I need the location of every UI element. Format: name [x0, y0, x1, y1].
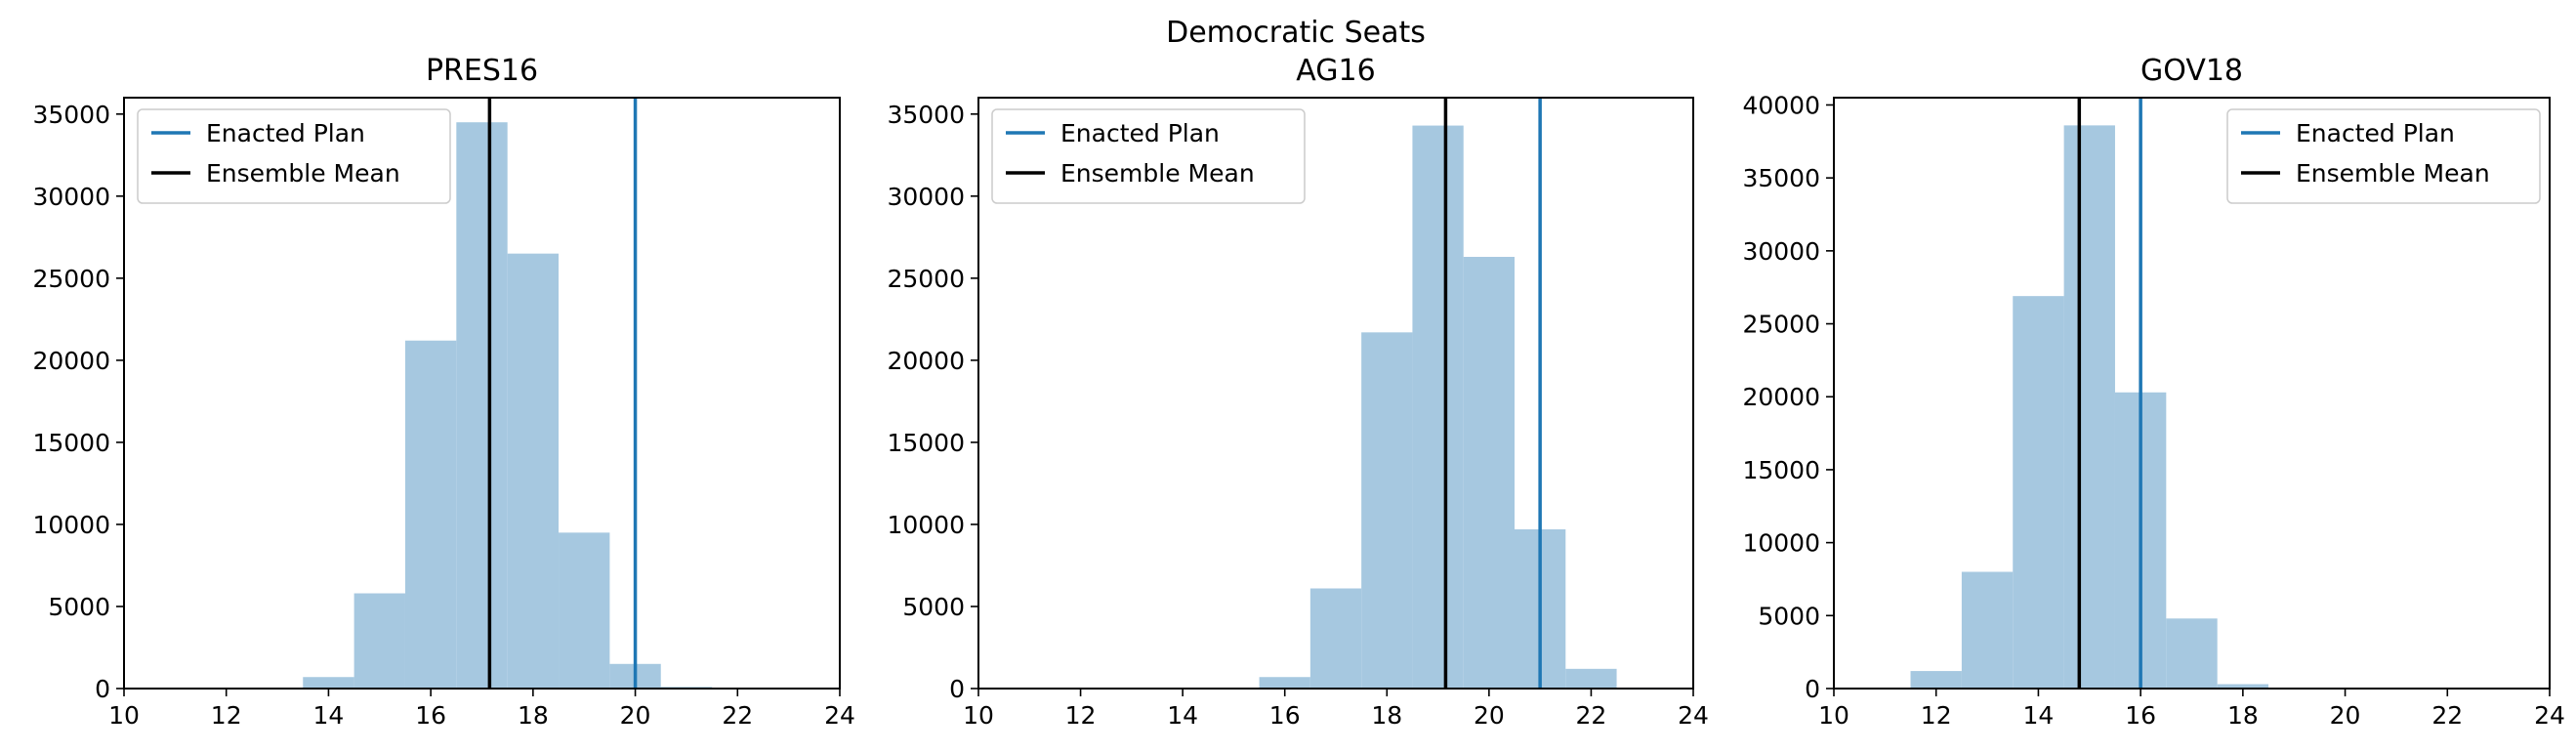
subplot-title: AG16 — [1296, 54, 1375, 88]
x-tick-label: 24 — [824, 701, 855, 730]
histogram-bar — [1463, 257, 1515, 689]
legend-box — [137, 108, 451, 204]
histogram-bar — [1412, 125, 1464, 689]
legend-enacted-plan-label: Enacted Plan — [1060, 119, 1220, 147]
histogram-bar — [1565, 668, 1617, 689]
legend-ensemble-mean-label: Ensemble Mean — [1060, 159, 1255, 188]
y-tick-label: 15000 — [887, 429, 965, 457]
histogram-bar — [404, 340, 457, 689]
legend-enacted-plan-label: Enacted Plan — [2296, 119, 2455, 147]
histogram-bar — [559, 532, 610, 689]
legend-ensemble-mean-label: Ensemble Mean — [2296, 159, 2490, 188]
x-tick-label: 16 — [1269, 701, 1301, 730]
x-tick-label: 10 — [1818, 701, 1849, 730]
legend-box — [991, 108, 1306, 204]
histogram-bar — [2217, 684, 2269, 689]
histogram-bar — [2063, 125, 2115, 690]
x-tick-label: 12 — [1921, 701, 1952, 730]
y-tick-label: 20000 — [887, 347, 965, 375]
y-tick-label: 0 — [95, 675, 110, 703]
x-tick-label: 22 — [2431, 701, 2463, 730]
x-tick-label: 10 — [108, 701, 140, 730]
y-tick-label: 40000 — [1742, 91, 1820, 119]
figure-suptitle: Democratic Seats — [1166, 16, 1426, 50]
legend: Enacted Plan Ensemble Mean — [137, 108, 451, 204]
x-tick-label: 14 — [2023, 701, 2055, 730]
y-tick-label: 5000 — [48, 593, 110, 621]
x-tick-label: 10 — [963, 701, 994, 730]
x-tick-label: 20 — [2330, 701, 2361, 730]
x-tick-label: 18 — [518, 701, 549, 730]
subplot-pres16: 10 12 14 16 18 20 22 24 0 5000 10000 15000 20000 2500… — [32, 54, 854, 730]
y-tick-label: 10000 — [32, 511, 110, 539]
y-tick-label: 35000 — [1742, 164, 1820, 192]
y-tick-label: 15000 — [32, 429, 110, 457]
subplot-gov18: 10 12 14 16 18 20 22 24 0 5000 10000 15000 20000 2500… — [1742, 54, 2564, 730]
histogram-bar — [353, 593, 405, 689]
x-tick-label: 22 — [1576, 701, 1607, 730]
histogram-bar — [1961, 571, 2014, 689]
plot-frame — [977, 97, 1694, 690]
y-tick-label: 25000 — [887, 265, 965, 293]
histogram-bar — [1309, 588, 1362, 689]
y-tick-label: 30000 — [887, 183, 965, 211]
legend-ensemble-mean-label: Ensemble Mean — [206, 159, 400, 188]
y-tick-label: 30000 — [32, 183, 110, 211]
y-tick-label: 10000 — [1742, 529, 1820, 558]
y-tick-label: 5000 — [1758, 602, 1820, 630]
histogram-bar — [1259, 677, 1310, 689]
y-tick-label: 10000 — [887, 511, 965, 539]
plot-frame — [123, 97, 841, 690]
legend: Enacted Plan Ensemble Mean — [991, 108, 1306, 204]
x-tick-label: 14 — [313, 701, 345, 730]
plot-frame — [1833, 97, 2551, 690]
y-tick-label: 0 — [1805, 675, 1820, 703]
legend: Enacted Plan Ensemble Mean — [2226, 108, 2541, 204]
histogram-bar — [303, 677, 354, 689]
y-tick-label: 20000 — [1742, 383, 1820, 411]
histogram-bar — [1910, 671, 1962, 689]
x-tick-label: 20 — [620, 701, 651, 730]
x-tick-label: 24 — [2534, 701, 2565, 730]
x-tick-label: 12 — [211, 701, 242, 730]
x-tick-label: 20 — [1474, 701, 1505, 730]
legend-enacted-plan-label: Enacted Plan — [206, 119, 365, 147]
x-tick-label: 12 — [1065, 701, 1097, 730]
y-tick-label: 35000 — [32, 101, 110, 129]
subplot-title: PRES16 — [426, 54, 538, 88]
y-tick-label: 0 — [949, 675, 965, 703]
histogram-bar — [1361, 332, 1413, 689]
x-tick-label: 18 — [2227, 701, 2259, 730]
x-tick-label: 14 — [1167, 701, 1198, 730]
y-tick-label: 25000 — [1742, 311, 1820, 339]
y-tick-label: 20000 — [32, 347, 110, 375]
legend-box — [2226, 108, 2541, 204]
y-tick-label: 5000 — [902, 593, 965, 621]
y-tick-label: 25000 — [32, 265, 110, 293]
y-tick-label: 15000 — [1742, 456, 1820, 484]
subplot-ag16: 10 12 14 16 18 20 22 24 0 5000 10000 15000 20000 2500… — [887, 54, 1708, 730]
histogram-bar — [456, 122, 508, 690]
subplot-title: GOV18 — [2140, 54, 2243, 88]
x-tick-label: 16 — [415, 701, 446, 730]
x-tick-label: 16 — [2125, 701, 2156, 730]
histogram-bar — [507, 253, 560, 689]
y-tick-label: 35000 — [887, 101, 965, 129]
y-tick-label: 30000 — [1742, 237, 1820, 266]
histogram-bar — [2166, 618, 2218, 689]
histogram-bar — [2013, 296, 2064, 689]
x-tick-label: 22 — [722, 701, 753, 730]
x-tick-label: 18 — [1371, 701, 1402, 730]
x-tick-label: 24 — [1678, 701, 1709, 730]
